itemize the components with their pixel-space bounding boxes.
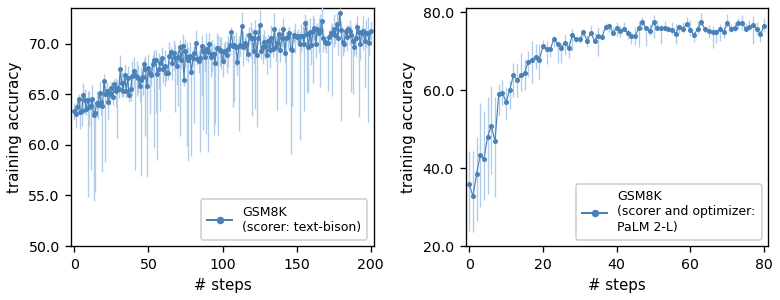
Legend: GSM8K
(scorer: text-bison): GSM8K (scorer: text-bison) [200,199,367,240]
Y-axis label: training accuracy: training accuracy [7,61,22,193]
X-axis label: # steps: # steps [193,278,251,293]
Legend: GSM8K
(scorer and optimizer:
PaLM 2-L): GSM8K (scorer and optimizer: PaLM 2-L) [576,184,761,240]
Y-axis label: training accuracy: training accuracy [401,61,416,193]
X-axis label: # steps: # steps [588,278,646,293]
